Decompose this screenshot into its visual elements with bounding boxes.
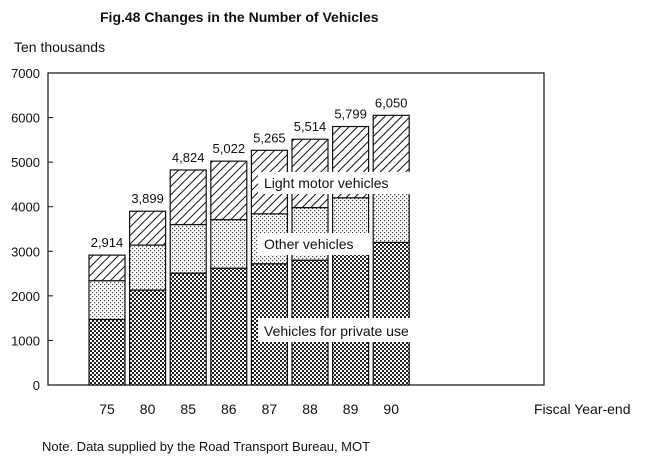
y-tick-label: 0: [33, 378, 40, 393]
x-tick-label: 89: [343, 401, 359, 417]
total-label: 3,899: [131, 191, 164, 206]
x-tick-label: 86: [221, 401, 237, 417]
y-tick-label: 2000: [11, 289, 40, 304]
x-tick-label: 75: [99, 401, 115, 417]
total-label: 5,265: [253, 130, 286, 145]
bar-segment-0-75: [88, 318, 126, 386]
bar-segment-2-86: [210, 160, 248, 221]
series-labels-group: Vehicles for private use Other vehicles Li…: [258, 172, 446, 342]
y-tick-label: 7000: [11, 66, 40, 81]
bar-segment-0-85: [169, 272, 207, 386]
total-label: 5,022: [213, 141, 246, 156]
bar-segment-2-75: [88, 254, 126, 282]
total-label: 5,799: [334, 107, 367, 122]
bar-segment-1-75: [88, 280, 126, 321]
total-label: 4,824: [172, 150, 205, 165]
x-axis-label: Fiscal Year-end: [534, 401, 631, 417]
bar-segment-1-86: [210, 219, 248, 269]
total-labels-group: 2,914 3,899 4,824 5,022 5,265 5,514 5,799 6,050: [91, 95, 408, 250]
x-tick-label: 88: [302, 401, 318, 417]
series-label-box: [258, 233, 372, 255]
x-tick-label: 80: [140, 401, 156, 417]
bar-segment-0-90: [372, 241, 410, 386]
series-label-1: Other vehicles: [264, 236, 353, 252]
bar-segment-2-80: [129, 210, 167, 246]
series-label-box: [258, 172, 416, 194]
bar-segment-0-86: [210, 267, 248, 386]
chart-title: Fig.48 Changes in the Number of Vehicles: [100, 9, 379, 25]
y-tick-label: 1000: [11, 333, 40, 348]
x-axis: 75 80 85 86 87 88 89 90: [99, 401, 399, 417]
x-tick-label: 90: [383, 401, 399, 417]
bar-segment-2-85: [169, 169, 207, 226]
y-tick-label: 6000: [11, 111, 40, 126]
series-label-0: Vehicles for private use: [264, 323, 409, 339]
total-label: 6,050: [375, 95, 408, 110]
x-tick-label: 87: [262, 401, 278, 417]
series-label-box: [258, 318, 446, 342]
total-label: 2,914: [91, 235, 124, 250]
bar-segment-1-85: [169, 223, 207, 274]
bar-segment-0-89: [332, 249, 370, 386]
y-tick-label: 4000: [11, 200, 40, 215]
y-tick-label: 3000: [11, 244, 40, 259]
total-label: 5,514: [294, 119, 327, 134]
y-axis-label: Ten thousands: [14, 39, 105, 55]
bar-segment-1-80: [129, 244, 167, 291]
x-tick-label: 85: [180, 401, 196, 417]
y-tick-label: 5000: [11, 155, 40, 170]
bar-segment-0-80: [129, 289, 167, 386]
series-label-2: Light motor vehicles: [264, 175, 389, 191]
y-axis: 0 1000 2000 3000 4000 5000 6000 7000: [11, 66, 53, 393]
source-note: Note. Data supplied by the Road Transpor…: [42, 439, 370, 454]
bar-segment-1-90: [372, 189, 410, 243]
